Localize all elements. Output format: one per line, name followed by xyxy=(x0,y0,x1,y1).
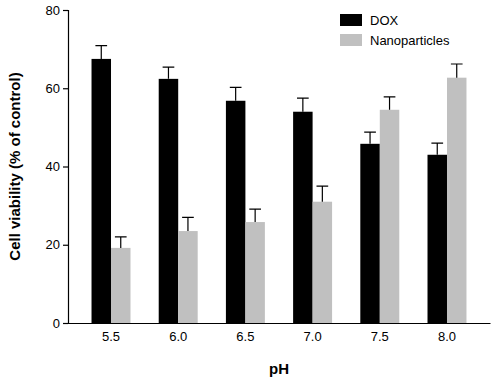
tick-mark xyxy=(63,323,68,324)
tick: 5.5 xyxy=(102,329,120,344)
bar xyxy=(111,248,130,323)
legend-entry: Nanoparticles xyxy=(340,33,450,48)
legend-entry: DOX xyxy=(340,13,399,28)
bar xyxy=(428,155,447,323)
tick-label: 6.5 xyxy=(236,329,254,344)
tick-mark xyxy=(63,166,68,167)
tick-label: 7.5 xyxy=(371,329,389,344)
tick-label: 8.0 xyxy=(438,329,456,344)
legend-swatch xyxy=(340,34,362,46)
axis-line xyxy=(63,11,69,324)
bar xyxy=(178,231,197,323)
tick-label: 5.5 xyxy=(102,329,120,344)
legend: DOX Nanoparticles xyxy=(340,13,450,48)
tick-label: 7.0 xyxy=(304,329,322,344)
bar xyxy=(159,79,178,323)
error-bar xyxy=(163,67,175,79)
error-bar xyxy=(364,132,376,144)
bar xyxy=(226,101,245,323)
legend-swatch xyxy=(340,14,362,26)
tick: 6.0 xyxy=(169,329,187,344)
error-bar xyxy=(451,64,463,78)
tick: 8.0 xyxy=(438,329,456,344)
x-axis-title: pH xyxy=(269,360,289,377)
chart: 0 20 40 60 80 5.5 6.0 6.5 7.0 7.5 8.0 pH Cell viabil… xyxy=(0,0,500,388)
tick-label: 0 xyxy=(53,316,60,331)
tick: 7.5 xyxy=(371,329,389,344)
tick: 20 xyxy=(46,237,68,252)
tick-label: 60 xyxy=(46,81,60,96)
bar xyxy=(293,112,312,323)
bar xyxy=(245,222,264,323)
tick: 40 xyxy=(46,159,68,174)
error-bar xyxy=(384,97,396,110)
tick: 80 xyxy=(46,3,68,18)
tick-mark xyxy=(63,245,68,246)
axis-line xyxy=(69,323,491,324)
tick: 0 xyxy=(53,316,68,331)
series xyxy=(92,46,447,323)
error-bar xyxy=(115,237,127,248)
y-axis-title: Cell viability (% of control) xyxy=(6,72,23,260)
error-bar xyxy=(182,217,194,231)
legend-label: DOX xyxy=(370,13,399,28)
tick-label: 6.0 xyxy=(169,329,187,344)
tick-mark xyxy=(63,10,68,11)
tick: 7.0 xyxy=(304,329,322,344)
tick-label: 40 xyxy=(46,159,60,174)
bar xyxy=(447,78,466,323)
tick: 60 xyxy=(46,81,68,96)
bar xyxy=(92,59,111,323)
error-bar xyxy=(431,143,443,155)
x-axis: 5.5 6.0 6.5 7.0 7.5 8.0 xyxy=(69,324,491,345)
bar xyxy=(360,144,379,323)
tick-label: 80 xyxy=(46,3,60,18)
error-bar xyxy=(230,87,242,100)
error-bar xyxy=(249,209,261,222)
bar xyxy=(313,202,332,323)
tick-mark xyxy=(63,88,68,89)
bar xyxy=(380,110,399,323)
tick: 6.5 xyxy=(236,329,254,344)
error-bar xyxy=(95,46,107,59)
series xyxy=(111,64,466,323)
legend-label: Nanoparticles xyxy=(370,33,450,48)
error-bar xyxy=(297,98,309,112)
y-axis: 0 20 40 60 80 xyxy=(46,3,69,331)
error-bar xyxy=(316,186,328,202)
tick-label: 20 xyxy=(46,237,60,252)
plot-area xyxy=(92,46,467,323)
